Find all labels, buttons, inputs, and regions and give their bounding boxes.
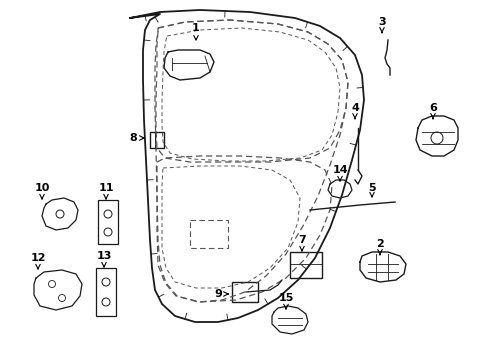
Text: 4: 4 [350,103,358,119]
Bar [98,200,118,244]
Text: 10: 10 [34,183,50,199]
Bar [289,252,321,278]
Text: 9: 9 [214,289,227,299]
Text: 5: 5 [367,183,375,197]
Bar [150,132,163,148]
Text: 8: 8 [129,133,143,143]
Text: 6: 6 [428,103,436,119]
Bar [190,220,227,248]
Text: 13: 13 [96,251,111,267]
Text: 14: 14 [331,165,347,181]
Text: 2: 2 [375,239,383,255]
Text: 3: 3 [377,17,385,33]
Text: 1: 1 [192,23,200,40]
Text: 7: 7 [298,235,305,251]
Bar [96,268,116,316]
Text: 11: 11 [98,183,114,199]
Text: 15: 15 [278,293,293,309]
Bar [231,282,258,302]
Text: 12: 12 [30,253,46,269]
